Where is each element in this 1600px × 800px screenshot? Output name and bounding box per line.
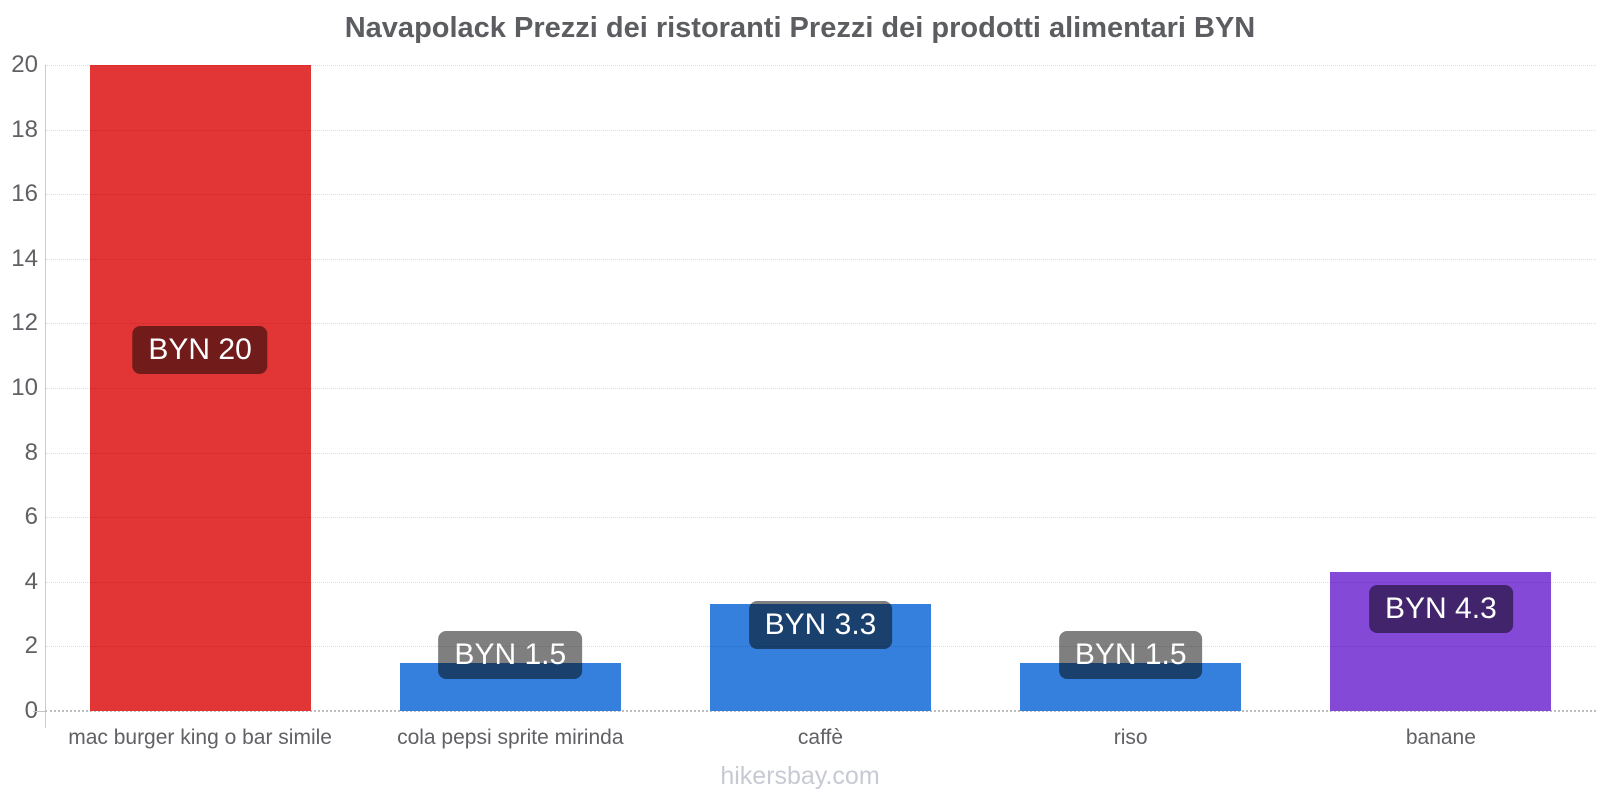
y-axis-tick-label: 20 <box>11 51 38 78</box>
y-axis-tick-label: 0 <box>24 697 38 724</box>
chart-title: Navapolack Prezzi dei ristoranti Prezzi … <box>344 12 1256 44</box>
bar-value-label-5: BYN 4.3 <box>1369 585 1513 633</box>
gridline <box>45 388 1596 389</box>
gridline <box>45 452 1596 454</box>
x-axis-category-label-2: cola pepsi sprite mirinda <box>397 726 624 749</box>
x-axis-category-label-4: riso <box>1113 726 1148 749</box>
gridline <box>45 65 1596 66</box>
bar-value-label-1: BYN 20 <box>132 326 268 374</box>
gridline <box>45 323 1596 325</box>
bar-value-label-2: BYN 1.5 <box>438 631 583 679</box>
y-axis-tick-label: 18 <box>11 115 38 143</box>
y-axis-tick-label: 16 <box>11 180 38 208</box>
gridline <box>45 129 1596 131</box>
x-axis-baseline <box>45 710 1596 712</box>
y-axis-tick-label: 10 <box>11 374 38 401</box>
x-axis-category-label-1: mac burger king o bar simile <box>68 726 332 749</box>
watermark-link[interactable]: hikersbay.com <box>720 762 880 790</box>
y-axis-tick-label: 2 <box>24 632 38 660</box>
gridline <box>45 581 1596 583</box>
x-axis-category-label-5: banane <box>1405 726 1476 749</box>
zero-tick-mark <box>33 711 45 712</box>
y-axis-tick-label: 12 <box>11 309 38 337</box>
gridline <box>45 517 1596 519</box>
gridline <box>45 194 1596 196</box>
bar-value-label-3: BYN 3.3 <box>748 601 893 649</box>
y-axis-line <box>45 65 46 728</box>
y-axis-tick-label: 6 <box>24 503 38 531</box>
bar-1[interactable] <box>89 65 311 711</box>
y-axis-tick-label: 14 <box>11 244 38 272</box>
x-axis-category-label-3: caffè <box>797 726 844 749</box>
bar-value-label-4: BYN 1.5 <box>1058 631 1203 679</box>
gridline <box>45 646 1596 648</box>
y-axis-tick-label: 4 <box>24 567 38 595</box>
gridline <box>45 258 1596 260</box>
y-axis-tick-label: 8 <box>24 438 38 466</box>
